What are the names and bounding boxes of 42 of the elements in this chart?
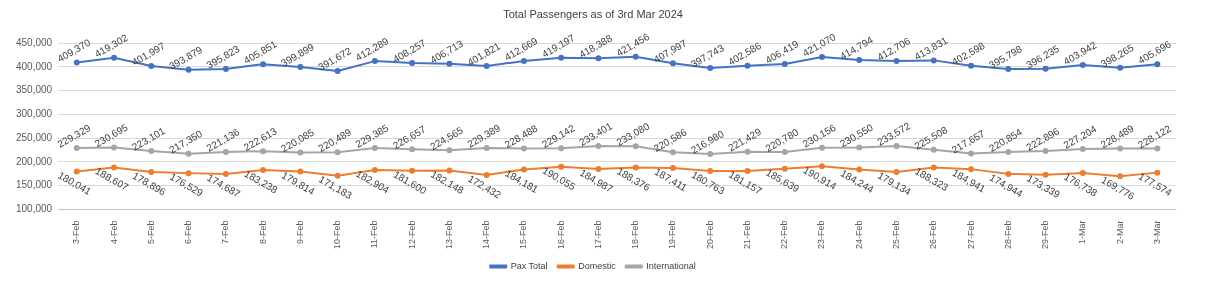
chart-title: Total Passengers as of 3rd Mar 2024 xyxy=(503,7,683,20)
y-tick-label: 100,000 xyxy=(15,203,53,215)
x-tick-label: 16-Feb xyxy=(555,220,566,250)
x-tick-label: 17-Feb xyxy=(592,220,603,250)
x-tick-label: 27-Feb xyxy=(965,220,976,250)
x-tick-label: 18-Feb xyxy=(630,220,641,250)
x-tick-label: 7-Feb xyxy=(220,220,231,244)
x-tick-label: 11-Feb xyxy=(369,220,380,249)
x-tick-label: 12-Feb xyxy=(406,220,417,250)
x-tick-label: 20-Feb xyxy=(704,220,715,250)
x-tick-label: 23-Feb xyxy=(816,220,827,250)
y-tick-label: 200,000 xyxy=(15,155,53,167)
x-tick-label: 1-Mar xyxy=(1077,220,1088,244)
y-tick-label: 150,000 xyxy=(15,179,53,191)
x-tick-label: 9-Feb xyxy=(294,220,305,244)
x-tick-label: 29-Feb xyxy=(1040,220,1051,250)
x-tick-label: 22-Feb xyxy=(779,220,790,250)
y-tick-label: 450,000 xyxy=(15,36,53,48)
x-tick-label: 15-Feb xyxy=(518,220,529,250)
x-tick-label: 26-Feb xyxy=(928,220,939,250)
x-tick-label: 13-Feb xyxy=(443,220,454,250)
x-tick-label: 24-Feb xyxy=(853,220,864,250)
legend-label: Domestic xyxy=(578,260,617,271)
x-tick-label: 28-Feb xyxy=(1002,220,1013,250)
y-tick-label: 400,000 xyxy=(15,60,53,72)
x-tick-label: 25-Feb xyxy=(891,220,902,250)
x-tick-label: 4-Feb xyxy=(108,220,119,244)
x-tick-label: 2-Mar xyxy=(1114,220,1125,244)
y-tick-label: 250,000 xyxy=(15,131,53,143)
x-tick-label: 3-Mar xyxy=(1151,220,1162,244)
y-tick-label: 350,000 xyxy=(15,84,53,96)
x-tick-label: 14-Feb xyxy=(481,220,492,250)
y-tick-label: 300,000 xyxy=(15,108,53,120)
x-tick-label: 8-Feb xyxy=(257,220,268,244)
legend-label: Pax Total xyxy=(510,260,548,271)
x-tick-label: 3-Feb xyxy=(71,220,82,244)
x-tick-label: 21-Feb xyxy=(741,220,752,250)
x-tick-label: 6-Feb xyxy=(183,220,194,244)
x-tick-label: 5-Feb xyxy=(145,220,156,244)
x-tick-label: 19-Feb xyxy=(667,220,678,250)
legend-label: International xyxy=(646,260,696,271)
x-tick-label: 10-Feb xyxy=(332,220,343,250)
